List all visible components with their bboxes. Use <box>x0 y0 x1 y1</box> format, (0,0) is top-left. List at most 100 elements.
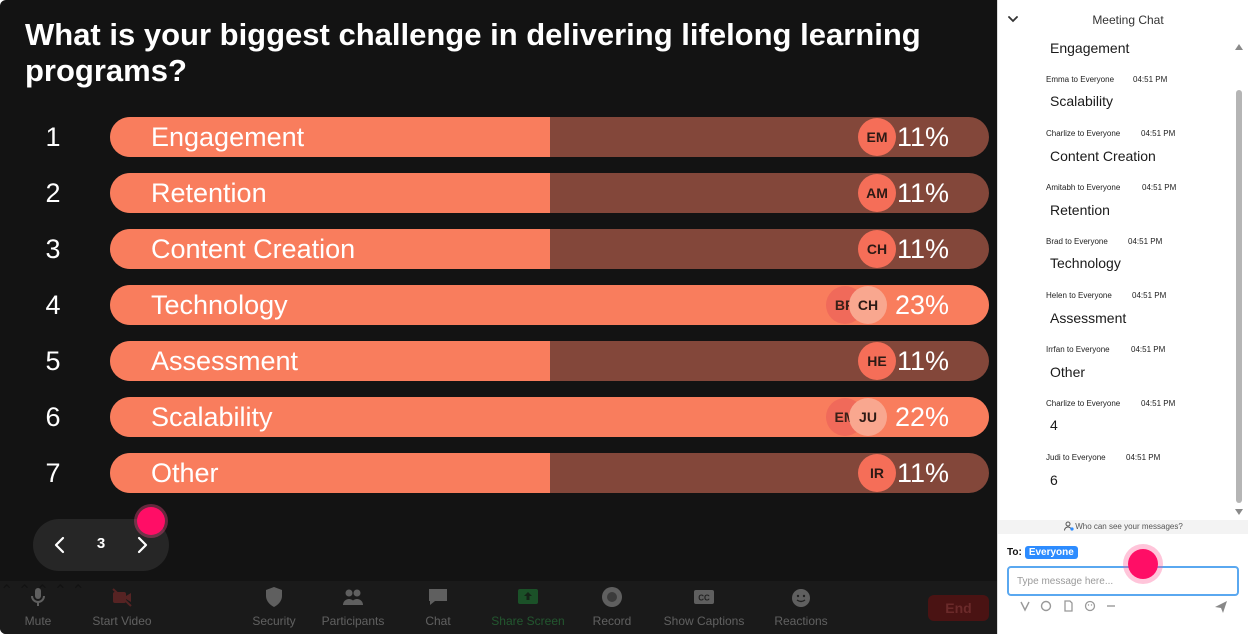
poll-option: 5 Assessment HE 11% <box>0 341 997 381</box>
chat-message-sender: Amitabh to Everyone <box>1046 183 1121 192</box>
chat-message-text: Retention <box>1050 202 1110 218</box>
security-label: Security <box>252 614 296 628</box>
option-percent: 11% <box>896 178 949 208</box>
option-number: 3 <box>45 234 61 264</box>
result-bar: Retention AM 11% <box>110 173 989 213</box>
option-number: 6 <box>45 402 61 432</box>
file-icon[interactable] <box>1061 599 1075 613</box>
end-meeting-button[interactable]: End <box>928 595 989 621</box>
result-bar: Content Creation CH 11% <box>110 229 989 269</box>
collapse-chevron-icon[interactable] <box>1006 12 1020 26</box>
show-captions-button[interactable]: CC Show Captions <box>656 585 752 631</box>
option-number: 4 <box>45 290 61 320</box>
chat-message-sender: Irrfan to Everyone <box>1046 345 1110 354</box>
voter-avatar: JU <box>849 398 887 436</box>
scrollbar-thumb[interactable] <box>1236 90 1242 503</box>
chat-message-time: 04:51 PM <box>1131 345 1166 354</box>
participants-label: Participants <box>321 614 385 628</box>
chat-message-text: Engagement <box>1050 40 1130 56</box>
share-screen-button[interactable]: Share Screen <box>486 585 570 631</box>
scroll-down-arrow-icon[interactable] <box>1235 509 1243 515</box>
shield-icon <box>266 587 282 607</box>
reactions-label: Reactions <box>774 614 828 628</box>
recipient-selector[interactable]: Everyone <box>1024 546 1078 559</box>
send-message-button[interactable] <box>1213 599 1229 615</box>
start-video-button[interactable]: Start Video <box>88 585 156 631</box>
chat-message-text: 6 <box>1050 472 1058 488</box>
result-bar: Scalability EM JU 22% <box>110 397 989 437</box>
chat-message-time: 04:51 PM <box>1142 183 1177 192</box>
option-number: 7 <box>45 458 61 488</box>
option-label: Assessment <box>151 346 299 376</box>
participants-options-chevron-icon[interactable]: ⌃ <box>35 583 50 600</box>
chat-scrollbar[interactable] <box>1234 40 1244 520</box>
chat-button[interactable]: Chat <box>420 585 456 631</box>
poll-option: 6 Scalability EM JU 22% <box>0 397 997 437</box>
option-percent: 23% <box>894 290 949 320</box>
chat-message-time: 04:51 PM <box>1133 75 1168 84</box>
share-options-chevron-icon[interactable]: ⌃ <box>71 583 85 600</box>
result-bar: Other IR 11% <box>110 453 989 493</box>
reactions-button[interactable]: Reactions <box>770 585 832 631</box>
start-video-label: Start Video <box>92 614 152 628</box>
share-screen-icon <box>518 589 538 604</box>
screenshot-icon[interactable] <box>1039 599 1053 613</box>
microphone-icon <box>31 588 45 606</box>
message-privacy-link[interactable]: Who can see your messages? <box>998 520 1248 534</box>
privacy-note-text: Who can see your messages? <box>1075 522 1183 531</box>
emoji-icon[interactable] <box>1083 599 1097 613</box>
chat-message-time: 04:51 PM <box>1126 453 1161 462</box>
click-indicator <box>1128 549 1158 579</box>
chat-message-text: Other <box>1050 364 1086 380</box>
compose-toolbar <box>1018 599 1248 615</box>
video-options-chevron-icon[interactable]: ⌃ <box>17 583 32 600</box>
chat-message-text: 4 <box>1050 417 1058 433</box>
chat-message-time: 04:51 PM <box>1141 399 1176 408</box>
result-bar-fill <box>110 229 550 269</box>
voter-avatar: CH <box>849 286 887 324</box>
to-label: To: <box>1007 547 1022 558</box>
previous-page-button[interactable] <box>47 532 73 558</box>
chat-bubble-icon <box>429 589 447 605</box>
poll-question: What is your biggest challenge in delive… <box>25 17 921 88</box>
meeting-toolbar: Mute ⌃ Start Video ⌃ Security Participan… <box>0 581 997 634</box>
chat-options-chevron-icon[interactable]: ⌃ <box>53 583 67 600</box>
result-bar: Engagement EM 11% <box>110 117 989 157</box>
security-button[interactable]: Security <box>248 585 300 631</box>
chat-message-text: Technology <box>1050 255 1121 271</box>
voter-avatar: AM <box>858 174 896 212</box>
poll-option: 4 Technology BR CH 23% <box>0 285 997 325</box>
more-options-icon[interactable] <box>1104 599 1118 613</box>
poll-option: 3 Content Creation CH 11% <box>0 229 997 269</box>
recipient-row: To: Everyone <box>1007 546 1078 559</box>
scroll-up-arrow-icon[interactable] <box>1235 44 1243 50</box>
chat-message-list: Engagement Emma to Everyone 04:51 PM Sca… <box>998 36 1234 520</box>
chat-message-time: 04:51 PM <box>1141 129 1176 138</box>
participants-button[interactable]: Participants <box>316 585 390 631</box>
presentation-stage: What is your biggest challenge in delive… <box>0 0 997 634</box>
mute-label: Mute <box>24 614 52 628</box>
option-label: Retention <box>151 178 267 208</box>
record-button[interactable]: Record <box>588 585 636 631</box>
mute-options-chevron-icon[interactable]: ⌃ <box>0 583 14 600</box>
format-text-icon[interactable] <box>1018 599 1032 613</box>
result-bar-fill <box>110 117 550 157</box>
result-bar-fill <box>110 453 550 493</box>
chat-message-time: 04:51 PM <box>1128 237 1163 246</box>
option-percent: 11% <box>896 346 949 376</box>
chat-message-input[interactable] <box>1007 566 1239 596</box>
next-page-button[interactable] <box>129 532 155 558</box>
mute-button[interactable]: Mute <box>20 585 56 631</box>
show-captions-label: Show Captions <box>663 614 745 628</box>
chat-message-sender: Emma to Everyone <box>1046 75 1115 84</box>
result-bar: Technology BR CH 23% <box>110 285 989 325</box>
participants-icon <box>343 589 363 605</box>
slide-navigator: 3 <box>33 519 169 571</box>
option-label: Other <box>151 458 219 488</box>
video-off-icon <box>112 588 132 607</box>
current-page-number: 3 <box>96 535 106 552</box>
record-icon <box>602 587 622 607</box>
chat-label: Chat <box>425 614 451 628</box>
meeting-chat-panel: Meeting Chat Engagement Emma to Everyone… <box>997 0 1248 634</box>
captions-icon: CC <box>694 590 714 604</box>
